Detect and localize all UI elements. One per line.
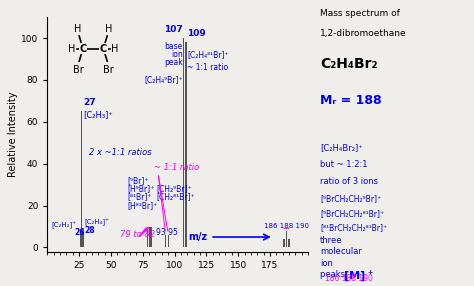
- Text: [C₂H₄Br₂]⁺: [C₂H₄Br₂]⁺: [320, 143, 363, 152]
- Text: ratio of 3 ions: ratio of 3 ions: [320, 177, 378, 186]
- Text: Mᵣ = 188: Mᵣ = 188: [320, 94, 382, 107]
- Text: ~ 1:1 ratio: ~ 1:1 ratio: [187, 63, 228, 72]
- Text: ⁺: ⁺: [367, 270, 373, 280]
- Text: 107: 107: [164, 25, 183, 34]
- Text: 27: 27: [83, 98, 96, 107]
- Bar: [147, 227, 148, 247]
- Text: 186 188 190: 186 188 190: [325, 274, 373, 283]
- Text: [CH₂⁸¹Br]⁺: [CH₂⁸¹Br]⁺: [157, 192, 195, 201]
- Text: Br: Br: [73, 65, 83, 75]
- Bar: [286, 231, 287, 247]
- Bar: [81, 111, 82, 247]
- Text: three: three: [320, 236, 342, 245]
- Text: Mass spectrum of: Mass spectrum of: [320, 9, 400, 17]
- Text: H: H: [74, 24, 82, 34]
- Text: ~ 1:1 ratio: ~ 1:1 ratio: [154, 163, 200, 172]
- Text: H: H: [68, 43, 75, 53]
- Bar: [283, 239, 284, 247]
- Text: ion: ion: [320, 259, 333, 268]
- Bar: [289, 239, 290, 247]
- Text: [⁹BrCH₂CH₂⁸¹Br]⁺: [⁹BrCH₂CH₂⁸¹Br]⁺: [320, 209, 384, 218]
- Bar: [148, 227, 150, 247]
- Text: 109: 109: [187, 29, 206, 38]
- Y-axis label: Relative Intensity: Relative Intensity: [9, 92, 18, 177]
- Text: C: C: [100, 43, 107, 53]
- Text: [⁹Br]⁺: [⁹Br]⁺: [128, 176, 149, 185]
- Text: C₂H₄Br₂: C₂H₄Br₂: [320, 57, 377, 71]
- Bar: [183, 38, 184, 247]
- Text: [⁹BrCH₂CH₂⁹Br]⁺: [⁹BrCH₂CH₂⁹Br]⁺: [320, 194, 381, 203]
- Text: [H⁸¹Br]⁺: [H⁸¹Br]⁺: [128, 201, 158, 210]
- Text: [C₂H₄⁹Br]⁺: [C₂H₄⁹Br]⁺: [144, 75, 183, 84]
- Text: H: H: [111, 43, 118, 53]
- Text: m/z: m/z: [189, 232, 208, 242]
- Text: 1,2-dibromoethane: 1,2-dibromoethane: [320, 29, 407, 37]
- Text: [C₂H₄]⁺: [C₂H₄]⁺: [84, 218, 109, 225]
- Text: 93 95: 93 95: [156, 228, 178, 237]
- Text: 186 188 190: 186 188 190: [264, 223, 309, 229]
- Text: 26: 26: [74, 228, 85, 237]
- Text: [H⁹Br]⁺: [H⁹Br]⁺: [128, 184, 155, 193]
- Text: [⁸¹BrCH₂CH₂⁸¹Br]⁺: [⁸¹BrCH₂CH₂⁸¹Br]⁺: [320, 223, 387, 232]
- Text: Br: Br: [103, 65, 114, 75]
- Bar: [165, 235, 166, 247]
- Text: ion: ion: [171, 50, 183, 59]
- Text: [M]: [M]: [344, 270, 365, 281]
- Bar: [185, 42, 187, 247]
- Text: but ~ 1:2:1: but ~ 1:2:1: [320, 160, 367, 169]
- Text: 2 x ~1:1 ratios: 2 x ~1:1 ratios: [89, 148, 151, 158]
- Text: molecular: molecular: [320, 247, 362, 256]
- Bar: [150, 227, 151, 247]
- Text: 28: 28: [84, 226, 95, 235]
- Text: 79 to 82: 79 to 82: [120, 230, 155, 239]
- Bar: [168, 235, 169, 247]
- Text: peak: peak: [164, 58, 183, 67]
- Bar: [80, 231, 81, 247]
- Text: [C₂H₃]⁺: [C₂H₃]⁺: [83, 110, 113, 119]
- Text: [C₂H₄⁸¹Br]⁺: [C₂H₄⁸¹Br]⁺: [187, 50, 229, 59]
- Text: peaks: peaks: [320, 270, 347, 279]
- Bar: [82, 229, 83, 247]
- Text: [⁸¹Br]⁺: [⁸¹Br]⁺: [128, 192, 152, 201]
- Text: C: C: [79, 43, 87, 53]
- Text: base: base: [164, 42, 183, 51]
- Bar: [151, 227, 152, 247]
- Text: H: H: [105, 24, 112, 34]
- Text: [CH₂⁹Br]⁺: [CH₂⁹Br]⁺: [157, 184, 192, 193]
- Text: [C₂H₂]⁺: [C₂H₂]⁺: [52, 221, 77, 229]
